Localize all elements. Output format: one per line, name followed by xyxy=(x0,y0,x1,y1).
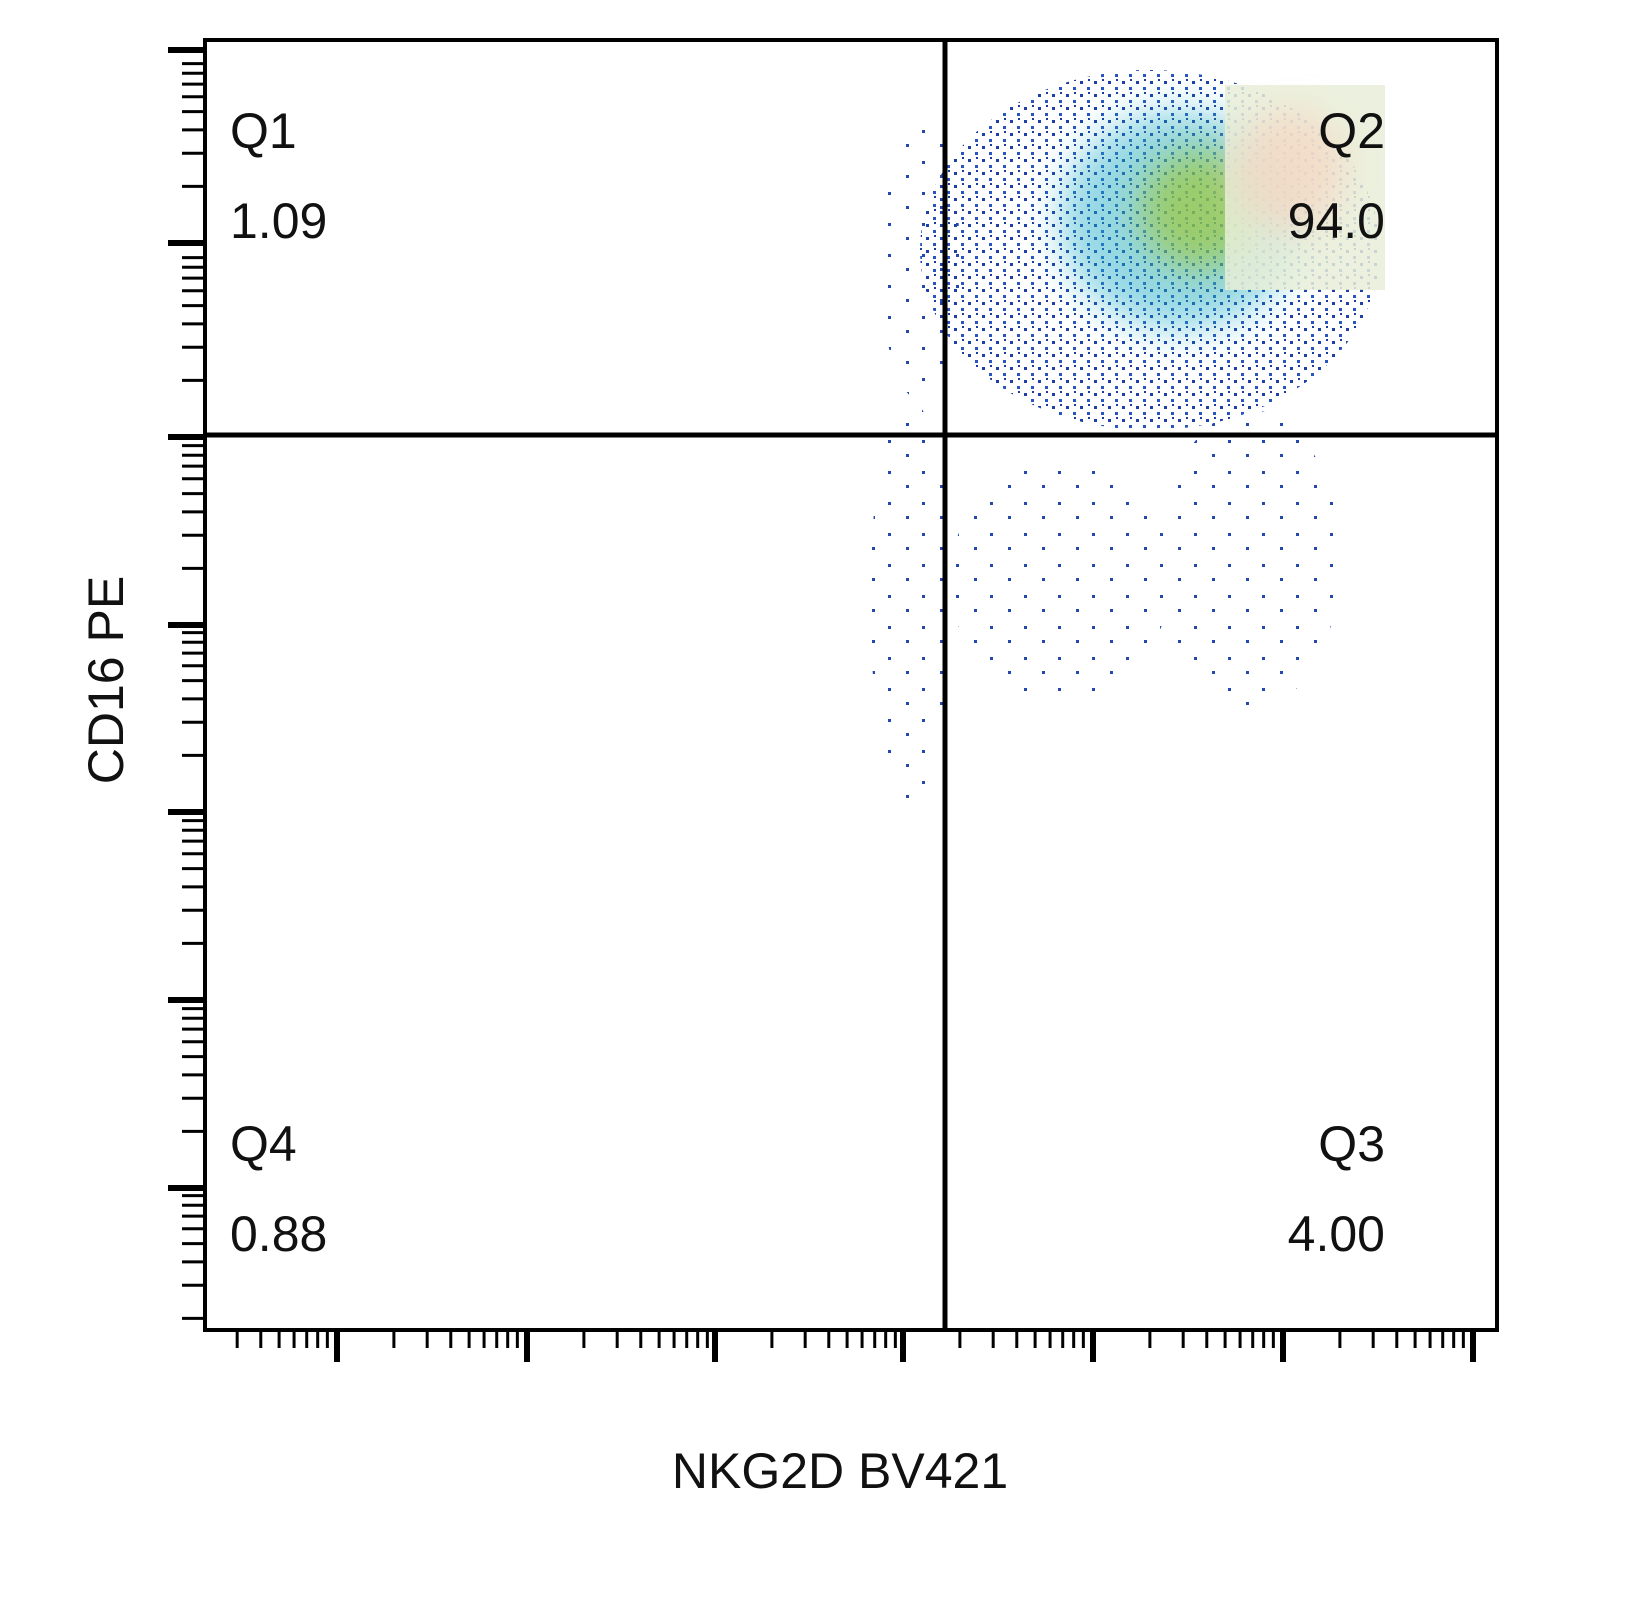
quadrant-name: Q2 xyxy=(1318,103,1385,159)
quadrant-percent: 0.88 xyxy=(230,1206,327,1262)
density-cloud xyxy=(870,70,1385,800)
quadrant-percent: 4.00 xyxy=(1288,1206,1385,1262)
quadrant-percent: 94.0 xyxy=(1288,193,1385,249)
quadrant-name: Q4 xyxy=(230,1116,297,1172)
axis-ticks xyxy=(168,47,1476,1362)
y-axis-label: CD16 PE xyxy=(78,576,134,784)
quadrant-percent: 1.09 xyxy=(230,193,327,249)
quadrant-name: Q1 xyxy=(230,103,297,159)
quadrant-name: Q3 xyxy=(1318,1116,1385,1172)
plot-frame xyxy=(203,38,1499,1332)
x-axis-label: NKG2D BV421 xyxy=(672,1443,1008,1499)
